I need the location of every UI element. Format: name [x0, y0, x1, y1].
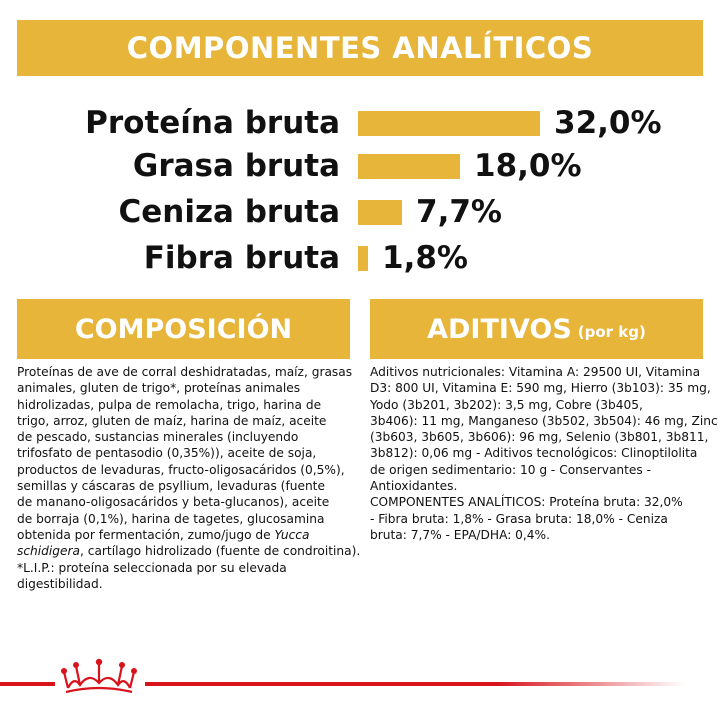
analytics-banner: COMPONENTES ANALÍTICOS: [17, 20, 703, 76]
composition-line: trifosfato de pentasodio (0,35%)), aceit…: [17, 446, 317, 461]
additives-line: 3b812): 0,06 mg - Aditivos tecnológicos:…: [370, 446, 698, 461]
analytics-row-ash: Ceniza bruta 7,7%: [0, 190, 720, 234]
analytics-title: COMPONENTES ANALÍTICOS: [126, 31, 594, 65]
composition-line: de manano-oligosacáridos y beta-glucanos…: [17, 495, 330, 510]
composition-line: de pescado, sustancias minerales (incluy…: [17, 430, 299, 445]
additives-line: Antioxidantes.: [370, 479, 458, 494]
footer-line-left: [0, 682, 55, 686]
additives-line: COMPONENTES ANALÍTICOS: Proteína bruta: …: [370, 495, 683, 510]
additives-line: bruta: 7,7% - EPA/DHA: 0,4%.: [370, 527, 551, 542]
additives-line: 3b406): 11 mg, Manganeso (3b502, 3b504):…: [370, 413, 718, 428]
composition-footnote: digestibilidad.: [17, 576, 103, 591]
composition-line: obtenida por fermentación, zumo/jugo de …: [17, 527, 357, 543]
footer-line: [145, 682, 685, 686]
composition-line: productos de levaduras, fructo-oligosacá…: [17, 462, 345, 477]
analytics-row-fat: Grasa bruta 18,0%: [0, 144, 720, 188]
additives-line: Yodo (3b201, 3b202): 3,5 mg, Cobre (3b40…: [370, 397, 643, 412]
composition-line: schidigera, cartílago hidrolizado (fuent…: [17, 543, 361, 559]
composition-footnote: *L.I.P.: proteína seleccionada por su el…: [17, 560, 287, 575]
additives-line: Aditivos nutricionales: Vitamina A: 2950…: [370, 365, 701, 379]
composition-italic-schidigera: schidigera: [17, 544, 80, 559]
additives-line: de origen sedimentario: 10 g - Conservan…: [370, 462, 652, 477]
additives-title: ADITIVOS: [427, 313, 572, 345]
royal-canin-crown-icon: [61, 658, 137, 694]
composition-title: COMPOSICIÓN: [74, 313, 293, 345]
additives-unit: (por kg): [577, 323, 646, 341]
composition-line: hidrolizadas, pulpa de remolacha, trigo,…: [17, 397, 322, 412]
analytics-label: Fibra bruta: [143, 240, 340, 276]
composition-line: Proteínas de ave de corral deshidratadas…: [17, 365, 353, 379]
analytics-value: 32,0%: [554, 105, 662, 141]
composition-banner: COMPOSICIÓN: [17, 299, 350, 359]
composition-line-text: obtenida por fermentación, zumo/jugo de: [17, 527, 275, 542]
analytics-row-fiber: Fibra bruta 1,8%: [0, 236, 720, 280]
analytics-label: Grasa bruta: [132, 148, 340, 184]
additives-line: (3b603, 3b605, 3b606): 96 mg, Selenio (3…: [370, 430, 709, 445]
additives-text: Aditivos nutricionales: Vitamina A: 2950…: [370, 364, 718, 543]
composition-italic-yucca: Yucca: [274, 527, 310, 542]
analytics-row-protein: Proteína bruta 32,0%: [0, 101, 720, 145]
analytics-bar: [358, 200, 402, 225]
analytics-value: 7,7%: [416, 194, 502, 230]
composition-line-text: , cartílago hidrolizado (fuente de condr…: [80, 544, 361, 559]
analytics-value: 1,8%: [382, 240, 468, 276]
additives-banner: ADITIVOS (por kg): [370, 299, 703, 359]
analytics-bar: [358, 154, 460, 179]
additives-line: - Fibra bruta: 1,8% - Grasa bruta: 18,0%…: [370, 511, 668, 526]
analytics-value: 18,0%: [474, 148, 582, 184]
additives-line: D3: 800 UI, Vitamina E: 590 mg, Hierro (…: [370, 381, 711, 396]
composition-line: semillas y cáscaras de psyllium, levadur…: [17, 479, 325, 494]
composition-text: Proteínas de ave de corral deshidratadas…: [17, 364, 361, 592]
analytics-label: Proteína bruta: [85, 105, 340, 141]
analytics-bar: [358, 246, 368, 271]
composition-line: de borraja (0,1%), harina de tagetes, gl…: [17, 511, 325, 526]
analytics-label: Ceniza bruta: [118, 194, 340, 230]
composition-line: trigo, arroz, gluten de maíz, harina de …: [17, 413, 327, 428]
analytics-bar: [358, 111, 540, 136]
composition-line: animales, gluten de trigo*, proteínas an…: [17, 381, 301, 396]
